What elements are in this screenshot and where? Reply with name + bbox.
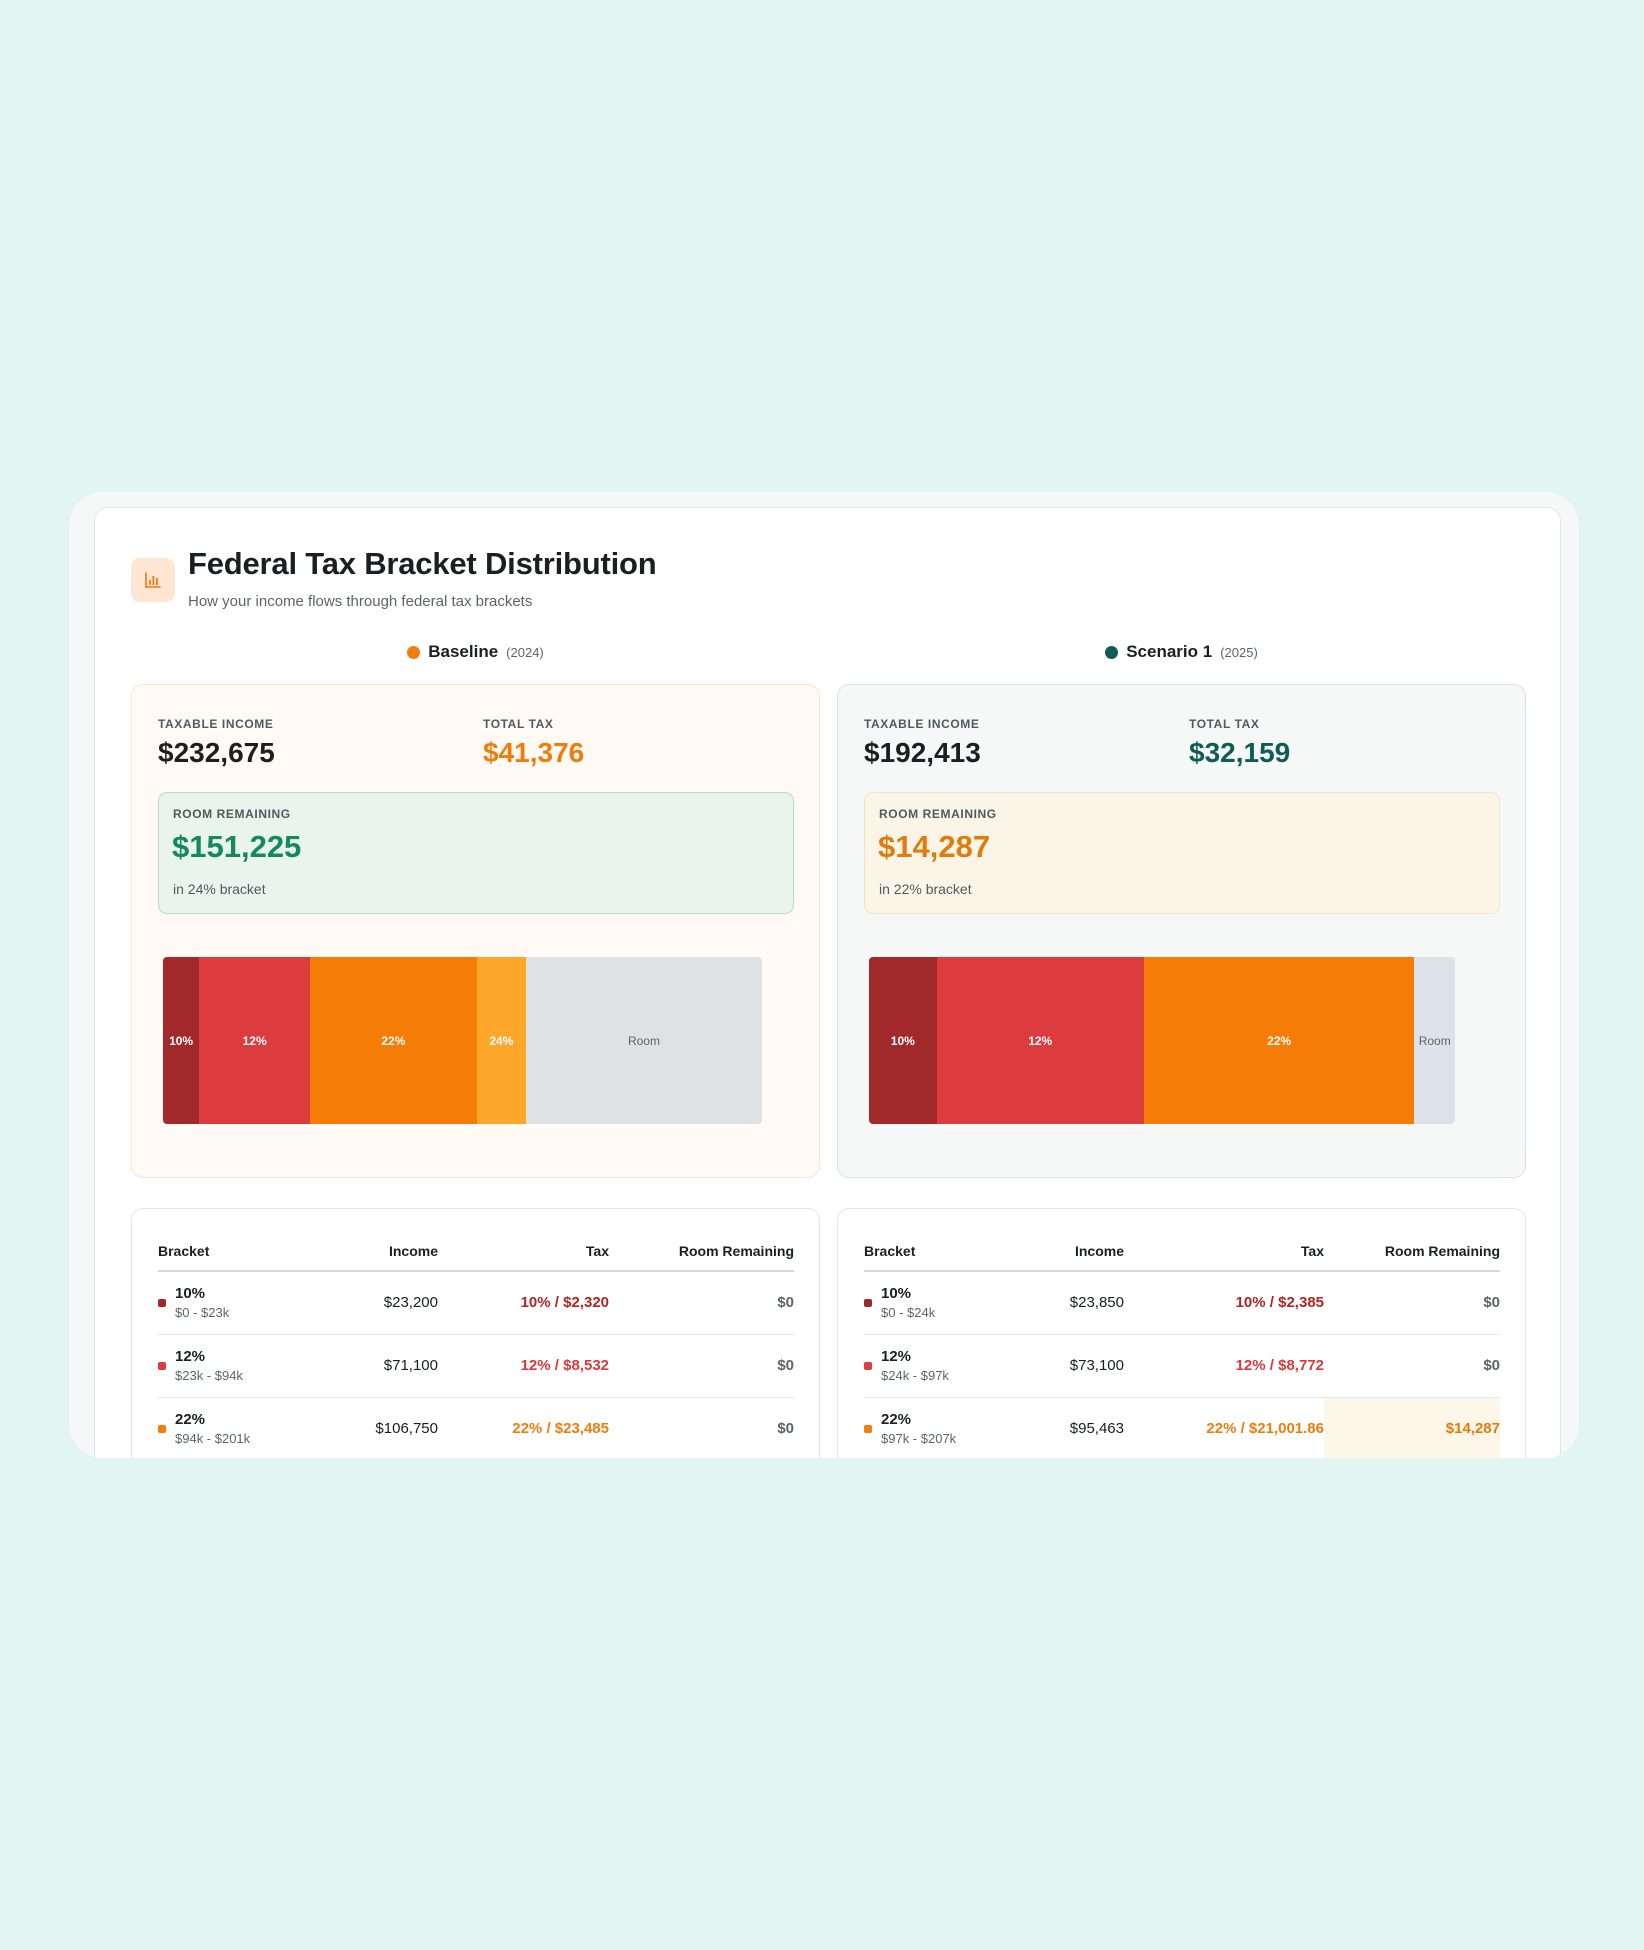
bracket-rate: 12% [175, 1348, 206, 1365]
baseline-room-value: $151,225 [172, 829, 302, 864]
scenario-label: Scenario 1 (2025) [837, 642, 1526, 662]
scenario-bracket-table-card: Bracket Income Tax Room Remaining 10% $0 - $… [837, 1208, 1526, 1458]
bracket-range: $23k - $94k [175, 1368, 243, 1383]
baseline-dot-icon [407, 645, 421, 659]
bracket-range: $24k - $97k [881, 1368, 949, 1383]
table-row: 10% $0 - $24k $23,850 10% / $2,385 $0 [864, 1271, 1500, 1335]
bracket-income: $23,200 [308, 1271, 438, 1335]
scenario-bracket-bar: 10% 12% 22% Room [869, 957, 1455, 1124]
bracket-tax: 10% / $2,385 [1124, 1271, 1324, 1335]
bracket-room-remaining: $14,287 [1324, 1397, 1500, 1458]
table-row: 10% $0 - $23k $23,200 10% / $2,320 $0 [158, 1271, 794, 1335]
bracket-income: $106,750 [308, 1397, 438, 1458]
bracket-swatch [864, 1298, 872, 1307]
scenario-bar-segment-room: Room [1414, 957, 1455, 1124]
bracket-rate: 22% [881, 1411, 912, 1428]
scenario-room-remaining: ROOM REMAINING $14,287 in 22% bracket [864, 792, 1500, 914]
baseline-col-header: Income [308, 1231, 438, 1272]
scenario-col-header: Bracket [864, 1231, 1014, 1272]
bracket-tax: 12% / $8,772 [1124, 1334, 1324, 1398]
bracket-range: $97k - $207k [881, 1431, 957, 1446]
bracket-tax: 22% / $21,001.86 [1124, 1397, 1324, 1458]
bracket-room-remaining: $0 [609, 1397, 794, 1458]
baseline-bar-segment-12: 12% [199, 957, 311, 1124]
scenario-col-header: Tax [1124, 1231, 1324, 1272]
bracket-range: $0 - $23k [175, 1305, 230, 1321]
bracket-income: $73,100 [1014, 1334, 1124, 1398]
bracket-income: $71,100 [308, 1334, 438, 1398]
table-row: 22% $97k - $207k $95,463 22% / $21,001.86 $1… [864, 1397, 1500, 1458]
scenario-name: Scenario 1 [1126, 642, 1213, 661]
baseline-col-header: Room Remaining [609, 1231, 794, 1272]
baseline-bar-segment-10: 10% [163, 957, 200, 1124]
baseline-total-tax-label: TOTAL TAX [483, 717, 554, 731]
bracket-room-remaining: $0 [1324, 1334, 1500, 1398]
baseline-summary: TAXABLE INCOME $232,675 TOTAL TAX $41,37… [131, 684, 820, 1178]
bracket-room-remaining: $0 [609, 1334, 794, 1398]
baseline-room-remaining: ROOM REMAINING $151,225 in 24% bracket [158, 792, 794, 914]
bracket-rate: 12% [881, 1348, 912, 1365]
table-row: 22% $94k - $201k $106,750 22% / $23,485 $0 [158, 1397, 794, 1458]
bracket-swatch [158, 1424, 166, 1433]
baseline-bracket-bar: 10% 12% 22% 24% Room [163, 957, 762, 1124]
scenario-room-value: $14,287 [878, 829, 991, 864]
scenario-total-tax: $32,159 [1189, 737, 1291, 768]
bracket-tax: 22% / $23,485 [438, 1397, 609, 1458]
scenario-col-header: Income [1014, 1231, 1124, 1272]
page-title: Federal Tax Bracket Distribution [188, 546, 657, 581]
baseline-total-tax: $41,376 [483, 737, 585, 768]
bracket-tax: 10% / $2,320 [438, 1271, 609, 1335]
scenario-bar-segment-12: 12% [936, 957, 1144, 1124]
tax-bracket-card: Federal Tax Bracket Distribution How you… [94, 507, 1561, 1458]
scenario-bar-segment-22: 22% [1143, 957, 1415, 1124]
baseline-taxable-income-label: TAXABLE INCOME [158, 717, 274, 731]
page-subtitle: How your income flows through federal ta… [188, 593, 533, 610]
bracket-range: $0 - $24k [881, 1305, 936, 1321]
baseline-bar-segment-24: 24% [476, 957, 526, 1124]
bracket-swatch [158, 1298, 166, 1307]
baseline-bracket-table: Bracket Income Tax Room Remaining 10% $0 - $… [158, 1231, 794, 1458]
bracket-income: $23,850 [1014, 1271, 1124, 1335]
scenario-room-label: ROOM REMAINING [879, 807, 997, 821]
scenario-taxable-income: $192,413 [864, 737, 981, 768]
bracket-rate: 10% [175, 1285, 206, 1303]
scenario-total-tax-label: TOTAL TAX [1189, 717, 1260, 731]
scenario-bar-segment-10: 10% [869, 957, 937, 1124]
bracket-swatch [864, 1424, 872, 1433]
baseline-taxable-income: $232,675 [158, 737, 275, 768]
bracket-room-remaining: $0 [609, 1271, 794, 1335]
scenario-room-note: in 22% bracket [879, 881, 972, 897]
table-row: 12% $23k - $94k $71,100 12% / $8,532 $0 [158, 1334, 794, 1398]
bracket-rate: 22% [175, 1411, 206, 1428]
scenario-year: (2025) [1220, 644, 1258, 660]
scenario-col-header: Room Remaining [1324, 1231, 1500, 1272]
baseline-room-note: in 24% bracket [173, 881, 266, 897]
bracket-swatch [158, 1361, 166, 1370]
baseline-bar-segment-22: 22% [310, 957, 477, 1124]
bracket-range: $94k - $201k [175, 1431, 251, 1446]
bracket-swatch [864, 1361, 872, 1370]
baseline-bar-segment-room: Room [526, 957, 762, 1124]
bracket-tax: 12% / $8,532 [438, 1334, 609, 1398]
table-row: 12% $24k - $97k $73,100 12% / $8,772 $0 [864, 1334, 1500, 1398]
baseline-bracket-table-card: Bracket Income Tax Room Remaining 10% $0 - $… [131, 1208, 820, 1458]
screenshot-frame: Federal Tax Bracket Distribution How you… [69, 492, 1579, 1458]
bar-chart-icon [131, 558, 175, 602]
baseline-name: Baseline [428, 642, 499, 661]
bracket-room-remaining: $0 [1324, 1271, 1500, 1335]
baseline-room-label: ROOM REMAINING [173, 807, 291, 821]
scenario-taxable-income-label: TAXABLE INCOME [864, 717, 980, 731]
baseline-col-header: Bracket [158, 1231, 308, 1272]
baseline-col-header: Tax [438, 1231, 609, 1272]
scenario-summary: TAXABLE INCOME $192,413 TOTAL TAX $32,15… [837, 684, 1526, 1178]
baseline-label: Baseline (2024) [131, 642, 820, 662]
bracket-rate: 10% [881, 1285, 912, 1303]
scenario-dot-icon [1105, 645, 1119, 659]
bracket-income: $95,463 [1014, 1397, 1124, 1458]
baseline-year: (2024) [506, 644, 544, 660]
scenario-bracket-table: Bracket Income Tax Room Remaining 10% $0 - $… [864, 1231, 1500, 1458]
